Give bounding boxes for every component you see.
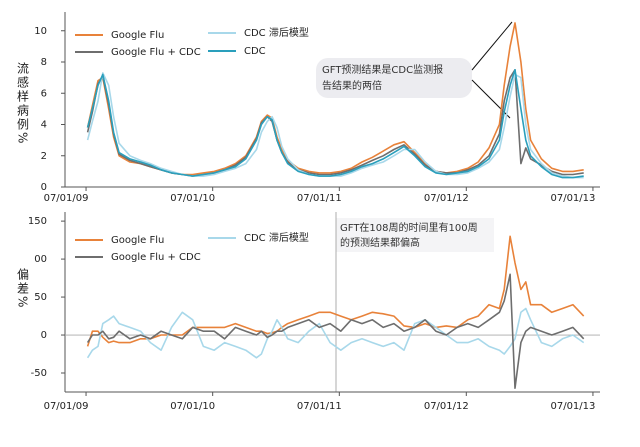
y-tick-label: 0 — [41, 182, 47, 193]
legend-label: CDC 滞后模型 — [244, 26, 309, 39]
legend-label: CDC — [244, 46, 266, 57]
x-tick-label: 07/01/09 — [44, 401, 89, 412]
annotation: GFT在108周的时间里有100周 — [340, 221, 478, 234]
x-tick-label: 07/01/09 — [44, 193, 89, 204]
x-tick-label: 07/01/12 — [424, 193, 469, 204]
x-tick-label: 07/01/11 — [297, 401, 342, 412]
y-tick-label: 8 — [41, 57, 47, 68]
annotation-bubble — [316, 58, 472, 98]
y-axis-label: 流感样病例% — [16, 62, 30, 146]
callout-line — [471, 21, 513, 71]
x-tick-label: 07/01/13 — [550, 401, 595, 412]
series-line — [86, 69, 584, 179]
annotation: GFT预测结果是CDC监测报 — [322, 63, 443, 76]
annotation-bubble — [336, 218, 494, 252]
series-line — [86, 307, 585, 359]
x-tick-label: 07/01/11 — [297, 193, 342, 204]
series-line — [86, 69, 584, 177]
legend-label: Google Flu + CDC — [111, 47, 201, 58]
annotation: 的预测结果都偏高 — [340, 236, 420, 249]
x-tick-label: 07/01/10 — [170, 401, 215, 412]
y-tick-label: 10 — [34, 26, 47, 37]
legend-label: CDC 滞后模型 — [244, 231, 309, 244]
legend-label: Google Flu — [111, 30, 164, 41]
series-line — [86, 235, 585, 347]
y-tick-label: -50 — [31, 368, 47, 379]
plots: 0 2 4 6 8 10 07/01/09 07/01/10 07/01/11 07/01/12 0… — [16, 12, 600, 412]
annotation: 告结果的两倍 — [322, 79, 382, 92]
y-tick-label: 00 — [34, 254, 47, 265]
y-tick-label: 2 — [41, 151, 47, 162]
x-tick-label: 07/01/13 — [550, 193, 595, 204]
x-tick-label: 07/01/12 — [424, 401, 469, 412]
y-tick-label: 50 — [34, 292, 47, 303]
legend-label: Google Flu — [111, 235, 164, 246]
y-tick-label: 0 — [41, 330, 47, 341]
legend-label: Google Flu + CDC — [111, 252, 201, 263]
y-tick-label: 6 — [41, 88, 47, 99]
x-tick-label: 07/01/10 — [170, 193, 215, 204]
y-tick-label: 150 — [28, 216, 47, 227]
y-tick-label: 4 — [41, 120, 47, 131]
series-line — [86, 273, 585, 389]
y-axis-label: 偏差% — [16, 267, 30, 310]
